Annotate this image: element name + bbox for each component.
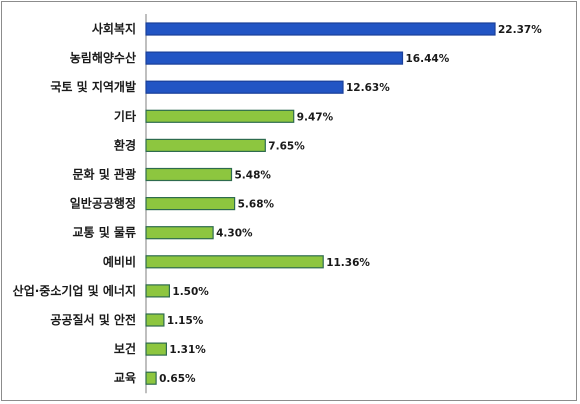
category-label: 문화 및 관광 bbox=[72, 167, 136, 182]
category-label: 보건 bbox=[114, 341, 136, 356]
bar bbox=[145, 342, 167, 356]
bar bbox=[145, 226, 214, 240]
bar bbox=[145, 109, 295, 123]
bar bbox=[145, 197, 236, 211]
data-label: 11.36% bbox=[326, 257, 370, 269]
bar bbox=[145, 371, 157, 385]
data-label: 12.63% bbox=[346, 82, 390, 94]
category-label: 일반공공행정 bbox=[70, 196, 136, 211]
data-label: 1.50% bbox=[172, 286, 209, 298]
category-label: 사회복지 bbox=[92, 21, 136, 36]
value-labels: 22.37% 16.44% 12.63% 9.47% 7.65% 5.48% 5.68% 4.… bbox=[159, 24, 542, 385]
bar bbox=[145, 284, 170, 298]
data-label: 9.47% bbox=[297, 111, 334, 123]
bar bbox=[145, 255, 324, 269]
data-label: 1.15% bbox=[167, 315, 204, 327]
bars bbox=[145, 22, 496, 385]
bar bbox=[145, 167, 233, 182]
data-label: 5.48% bbox=[235, 170, 272, 182]
data-label: 4.30% bbox=[216, 228, 253, 240]
bar bbox=[145, 80, 344, 94]
category-label: 기타 bbox=[114, 108, 136, 123]
bar bbox=[145, 22, 496, 36]
bar bbox=[145, 138, 266, 152]
data-label: 0.65% bbox=[159, 373, 196, 385]
category-label: 환경 bbox=[114, 137, 136, 152]
category-label: 국토 및 지역개발 bbox=[50, 79, 136, 94]
category-label: 산업·중소기업 및 에너지 bbox=[13, 283, 136, 298]
bar bbox=[145, 313, 165, 327]
data-label: 7.65% bbox=[268, 140, 305, 152]
data-label: 16.44% bbox=[406, 53, 450, 65]
category-label: 농림해양수산 bbox=[70, 50, 136, 65]
bar bbox=[145, 51, 404, 65]
data-label: 5.68% bbox=[238, 199, 275, 211]
data-label: 22.37% bbox=[498, 24, 542, 36]
category-label: 교통 및 물류 bbox=[72, 225, 136, 240]
data-label: 1.31% bbox=[169, 344, 206, 356]
category-label: 공공질서 및 안전 bbox=[50, 312, 136, 327]
category-label: 예비비 bbox=[103, 254, 136, 269]
category-label: 교육 bbox=[114, 370, 136, 385]
